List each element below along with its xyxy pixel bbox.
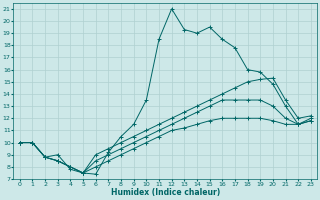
X-axis label: Humidex (Indice chaleur): Humidex (Indice chaleur) <box>111 188 220 197</box>
